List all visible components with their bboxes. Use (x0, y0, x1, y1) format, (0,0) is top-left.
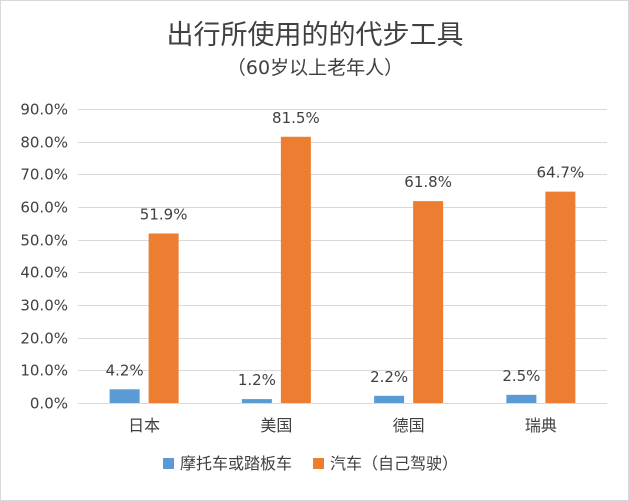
y-tick-label: 60.0% (20, 199, 68, 217)
legend: 摩托车或踏板车 汽车（自己驾驶） (163, 454, 458, 473)
x-category-label: 美国 (260, 416, 292, 435)
bars (109, 136, 576, 403)
x-axis-categories: 日本 美国 德国 瑞典 (128, 416, 557, 435)
y-tick-label: 80.0% (20, 134, 68, 152)
data-label: 2.2% (370, 368, 408, 386)
x-category-label: 日本 (128, 416, 160, 435)
legend-label: 汽车（自己驾驶） (330, 454, 458, 473)
y-axis-ticks: 0.0% 10.0% 20.0% 30.0% 40.0% 50.0% 60.0% 70.0% 8… (20, 101, 68, 413)
data-label: 51.9% (140, 205, 188, 223)
bar-car-0 (148, 233, 179, 403)
bar-motorcycle-1 (241, 399, 272, 403)
bar-motorcycle-0 (109, 389, 140, 403)
chart-subtitle: （60岁以上老年人） (227, 57, 403, 79)
bar-car-3 (545, 191, 576, 403)
x-category-label: 瑞典 (525, 416, 557, 435)
data-label: 81.5% (272, 109, 320, 127)
data-label: 64.7% (537, 164, 585, 182)
data-labels: 4.2% 51.9% 1.2% 81.5% 2.2% 61.8% 2.5% 64.7% (106, 109, 585, 389)
bar-car-1 (280, 136, 311, 403)
y-tick-label: 70.0% (20, 166, 68, 184)
legend-swatch (163, 458, 174, 469)
y-tick-label: 0.0% (30, 395, 68, 413)
y-tick-label: 30.0% (20, 297, 68, 315)
y-tick-label: 40.0% (20, 264, 68, 282)
x-category-label: 德国 (393, 416, 425, 435)
data-label: 2.5% (502, 367, 540, 385)
bar-car-2 (413, 201, 444, 403)
chart-title: 出行所使用的的代步工具 (167, 20, 464, 51)
data-label: 4.2% (106, 361, 144, 379)
data-label: 1.2% (238, 371, 276, 389)
y-tick-label: 90.0% (20, 101, 68, 119)
legend-swatch (313, 458, 324, 469)
y-tick-label: 10.0% (20, 362, 68, 380)
y-tick-label: 50.0% (20, 232, 68, 250)
legend-label: 摩托车或踏板车 (180, 454, 292, 473)
data-label: 61.8% (404, 173, 452, 191)
bar-motorcycle-3 (506, 394, 537, 403)
bar-motorcycle-2 (374, 395, 405, 403)
y-tick-label: 20.0% (20, 330, 68, 348)
